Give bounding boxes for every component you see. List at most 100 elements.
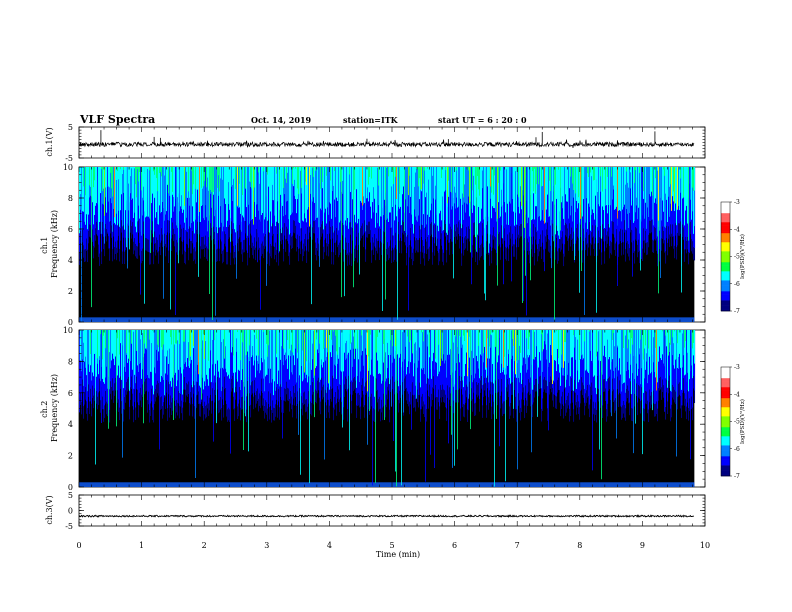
spectrogram-column	[424, 167, 426, 228]
spectrogram-column	[138, 167, 140, 182]
spectrogram-column	[172, 330, 174, 378]
spectrogram-column	[520, 330, 522, 353]
spectrogram-column	[184, 330, 186, 342]
spectrogram-column	[625, 167, 627, 185]
spectrogram-column	[169, 330, 171, 385]
spectrogram-column	[206, 167, 208, 218]
spectrogram-column	[605, 167, 607, 189]
spectrogram-column	[82, 330, 84, 360]
spectrogram-column	[330, 330, 332, 387]
spectrogram-column	[472, 330, 474, 383]
spectrogram-column	[617, 330, 619, 346]
spectrogram-column	[510, 330, 512, 384]
spectrogram-column	[120, 167, 122, 170]
spectrogram-column	[315, 330, 317, 356]
spectrogram-column	[194, 167, 196, 234]
spectrogram-column	[300, 167, 302, 229]
spectrogram-column	[321, 330, 323, 360]
spectrogram-column	[563, 167, 565, 187]
spectrogram-column	[680, 330, 682, 368]
spectrogram-column	[670, 330, 672, 391]
spectrogram-column	[607, 330, 609, 340]
spectrogram-column	[340, 330, 342, 371]
spectrogram-column	[313, 167, 315, 178]
spectrogram-column	[419, 167, 421, 200]
spectrogram-column	[436, 330, 438, 332]
spectrogram-column	[484, 330, 486, 347]
spectrogram-column	[393, 167, 395, 236]
spectrogram-column	[423, 330, 425, 342]
spectrogram-column	[456, 330, 458, 364]
spectrogram-column	[458, 330, 460, 390]
spectrogram-column	[133, 167, 135, 219]
spectrogram-column	[475, 167, 477, 238]
spectrogram-column	[447, 330, 449, 386]
spectrogram-column	[420, 167, 422, 230]
spectrogram-column	[125, 167, 127, 211]
spectrogram-column	[256, 167, 258, 205]
spectrogram-column	[258, 167, 260, 211]
spectrogram-column	[464, 167, 466, 185]
y-tick-label: 0	[68, 318, 73, 327]
spectrogram-column	[177, 330, 179, 381]
spectrogram-column	[539, 330, 541, 353]
spectrogram-column	[498, 167, 500, 183]
spectrogram-column	[132, 330, 134, 356]
y-tick-label: 0	[68, 483, 73, 492]
spectrogram-column	[667, 330, 669, 388]
spectrogram-column	[428, 167, 430, 180]
spectrogram-column	[242, 167, 244, 196]
spectrogram-column	[600, 167, 602, 226]
spectrogram-column	[245, 167, 247, 221]
spectrogram-column	[514, 167, 516, 226]
spectrogram-column	[362, 330, 364, 348]
spectrogram-column	[182, 330, 184, 395]
spectrogram-column	[662, 330, 664, 380]
spectrogram-column	[464, 330, 466, 377]
spectrogram-column	[357, 330, 359, 349]
spectrogram-column	[692, 167, 694, 188]
spectrogram-column	[308, 167, 310, 208]
spectrogram-column	[422, 330, 424, 333]
spectrogram-column	[361, 330, 363, 356]
spectrogram-column	[598, 167, 600, 205]
spectrogram-column	[162, 167, 164, 202]
spectrogram-column	[460, 167, 462, 199]
spectrogram-column	[115, 330, 117, 357]
spectrogram-column	[561, 330, 563, 355]
spectrogram-column	[267, 167, 269, 221]
spectrogram-column	[275, 330, 277, 391]
spectrogram-column	[400, 167, 402, 207]
spectrogram-column	[500, 167, 502, 217]
spectrogram-column	[326, 167, 328, 176]
spectrogram-column	[685, 167, 687, 211]
spectrogram-column	[636, 167, 638, 198]
spectrogram-column	[161, 330, 163, 376]
spectrogram-column	[203, 167, 205, 187]
spectrogram-column	[376, 167, 378, 213]
spectrogram-column	[410, 167, 412, 169]
spectrogram-column	[445, 167, 447, 225]
spectrogram-column	[519, 167, 521, 214]
spectrogram-column	[317, 330, 319, 350]
spectrogram-column	[492, 167, 494, 207]
spectrogram-column	[208, 167, 210, 191]
spectrogram-column	[426, 330, 428, 384]
spectrogram-column	[315, 167, 317, 171]
spectrogram-column	[488, 330, 490, 383]
spectrogram-column	[471, 330, 473, 351]
spectrogram-column	[644, 330, 646, 349]
spectrogram-column	[450, 330, 452, 375]
spectrogram-column	[631, 167, 633, 206]
spectrogram-column	[118, 167, 120, 180]
spectrogram-column	[602, 167, 604, 192]
spectrogram-column	[150, 330, 152, 339]
spectrogram-column	[578, 330, 580, 383]
spectrogram-column	[474, 167, 476, 206]
spectrogram-column	[482, 167, 484, 224]
spectrogram-column	[280, 167, 282, 191]
spectrogram-column	[344, 330, 346, 348]
spectrogram-column	[442, 167, 444, 232]
spectrogram-column	[421, 330, 423, 333]
